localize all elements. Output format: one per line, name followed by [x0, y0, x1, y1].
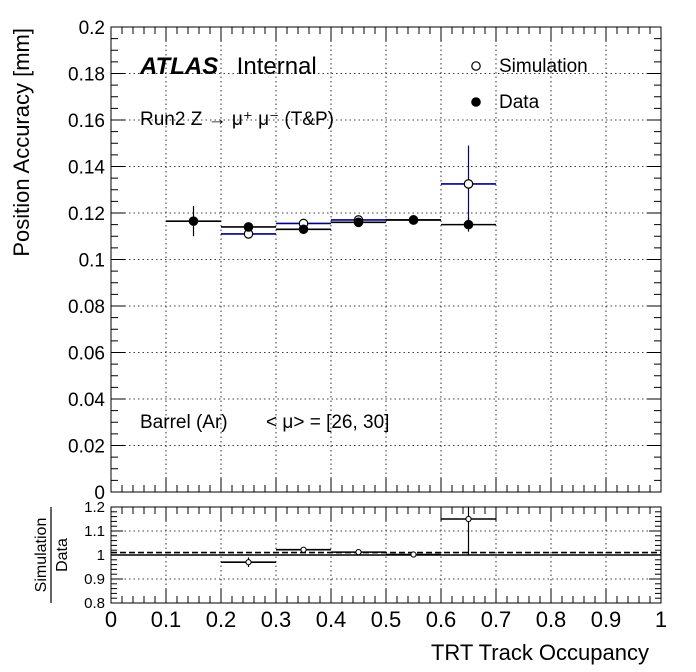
bot-ytick-label-0: 0.8: [84, 595, 105, 612]
data-point-0: [188, 216, 199, 226]
xtick-label-9: 0.9: [591, 607, 622, 632]
top-ytick-label-10: 0.2: [79, 18, 105, 39]
legend: Simulation Data: [471, 56, 588, 113]
legend-simulation-label: Simulation: [499, 56, 588, 77]
top-ytick-label-2: 0.04: [68, 390, 105, 411]
bot-ytick-label-3: 1.1: [84, 523, 105, 540]
xtick-label-8: 0.8: [536, 607, 567, 632]
simulation-point-4: [463, 179, 474, 189]
top-ytick-label-5: 0.1: [79, 251, 105, 272]
bottom-ticks: [110, 506, 662, 604]
pileup-label: < μ> = [26, 30]: [266, 412, 389, 433]
ratio-point-2: [355, 549, 362, 556]
xtick-label-4: 0.4: [316, 607, 347, 632]
xtick-label-6: 0.6: [426, 607, 457, 632]
top-ytick-label-7: 0.14: [68, 158, 105, 179]
data-point-3: [353, 217, 364, 228]
data-point-1: [243, 222, 254, 232]
top-ytick-label-9: 0.18: [68, 65, 105, 86]
data-point-5: [463, 219, 474, 230]
ratio-point-4: [465, 515, 472, 523]
top-series: [166, 145, 496, 239]
series-data: [166, 206, 496, 237]
top-panel: 00.020.040.060.080.10.120.140.160.180.2 …: [9, 18, 662, 504]
legend-data-label: Data: [499, 92, 540, 113]
data-point-2: [298, 224, 309, 235]
ratio-y-label: Simulation Data: [33, 507, 71, 603]
top-ticks: [110, 26, 662, 493]
xtick-label-0: 0: [105, 607, 117, 632]
ratio-y-label-denominator: Data: [54, 538, 71, 572]
process-label: Run2 Z → μ⁺ μ⁻ (T&P): [140, 109, 334, 130]
data-point-4: [408, 215, 419, 225]
ratio-point-3: [410, 551, 417, 558]
legend-data-marker: [471, 97, 481, 107]
atlas-label: ATLAS Internal: [139, 53, 317, 80]
top-y-tick-labels: 0 0.02 0.04 0.06 0.08 0.1 0.12 0.14 0.16 0.18 0.2: [68, 18, 105, 504]
bottom-y-tick-labels: 0.8 0.9 1 1.1 1.2: [84, 499, 105, 612]
ratio-point-1: [300, 546, 307, 553]
top-grid: [111, 27, 661, 492]
ratio-y-label-numerator: Simulation: [33, 518, 50, 593]
x-axis-label: TRT Track Occupancy: [431, 640, 649, 665]
xtick-label-2: 0.2: [206, 607, 237, 632]
xtick-label-7: 0.7: [481, 607, 512, 632]
bottom-panel: 0.80.911.11.2 0 0.1 0.2 0.3 0.4 0.5 0.6 0.7 0.8 0…: [33, 499, 667, 665]
region-label: Barrel (Ar): [140, 412, 228, 433]
atlas-suffix: Internal: [237, 53, 317, 80]
top-ytick-label-6: 0.12: [68, 204, 105, 225]
top-ytick-label-4: 0.08: [68, 297, 105, 318]
bot-ytick-label-1: 0.9: [84, 571, 105, 588]
top-ytick-label-1: 0.02: [68, 437, 105, 458]
xtick-label-10: 1: [655, 607, 667, 632]
bot-ytick-label-2: 1: [97, 547, 105, 564]
ratio-point-0: [245, 559, 252, 566]
top-y-axis-label: Position Accuracy [mm]: [9, 28, 34, 257]
top-ytick-label-3: 0.06: [68, 344, 105, 365]
xtick-label-5: 0.5: [371, 607, 402, 632]
ratio-series: [221, 507, 496, 567]
top-ytick-label-8: 0.16: [68, 111, 105, 132]
xtick-label-1: 0.1: [151, 607, 182, 632]
atlas-brand: ATLAS: [139, 53, 218, 80]
xtick-label-3: 0.3: [261, 607, 292, 632]
top-ytick-label-0: 0: [94, 483, 105, 504]
x-tick-labels: 0 0.1 0.2 0.3 0.4 0.5 0.6 0.7 0.8 0.9 1: [105, 607, 667, 632]
bot-ytick-label-4: 1.2: [84, 499, 105, 516]
legend-simulation-marker: [471, 61, 481, 71]
